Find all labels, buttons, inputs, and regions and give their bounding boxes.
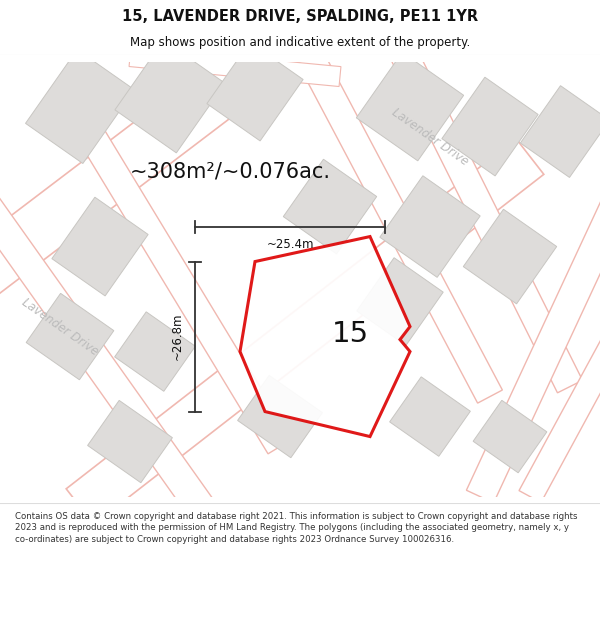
Polygon shape: [466, 60, 600, 503]
Text: Map shows position and indicative extent of the property.: Map shows position and indicative extent…: [130, 36, 470, 49]
Polygon shape: [389, 377, 470, 456]
Text: ~25.4m: ~25.4m: [266, 238, 314, 251]
Text: 15: 15: [331, 321, 368, 349]
Polygon shape: [356, 52, 464, 161]
Polygon shape: [26, 293, 114, 380]
Text: ~26.8m: ~26.8m: [170, 312, 184, 360]
Polygon shape: [380, 176, 480, 278]
Polygon shape: [520, 86, 600, 177]
Polygon shape: [298, 50, 502, 403]
Polygon shape: [463, 209, 557, 304]
Polygon shape: [240, 236, 410, 436]
Polygon shape: [88, 401, 172, 482]
Polygon shape: [442, 78, 538, 176]
Text: Lavender Drive: Lavender Drive: [19, 296, 101, 358]
Polygon shape: [0, 0, 467, 319]
Polygon shape: [129, 47, 341, 86]
Polygon shape: [238, 376, 322, 458]
Text: Lavender Drive: Lavender Drive: [389, 106, 470, 168]
Polygon shape: [66, 139, 544, 524]
Text: Contains OS data © Crown copyright and database right 2021. This information is : Contains OS data © Crown copyright and d…: [15, 512, 577, 544]
Polygon shape: [26, 49, 134, 164]
Text: ~308m²/~0.076ac.: ~308m²/~0.076ac.: [130, 161, 331, 181]
Polygon shape: [115, 40, 225, 153]
Polygon shape: [193, 0, 600, 38]
Polygon shape: [473, 400, 547, 473]
Polygon shape: [283, 159, 377, 254]
Polygon shape: [519, 141, 600, 503]
Polygon shape: [52, 198, 148, 296]
Text: 15, LAVENDER DRIVE, SPALDING, PE11 1YR: 15, LAVENDER DRIVE, SPALDING, PE11 1YR: [122, 9, 478, 24]
Polygon shape: [357, 258, 443, 346]
Polygon shape: [388, 40, 583, 393]
Polygon shape: [207, 42, 303, 141]
Polygon shape: [0, 188, 212, 515]
Polygon shape: [68, 109, 292, 454]
Polygon shape: [115, 312, 196, 391]
